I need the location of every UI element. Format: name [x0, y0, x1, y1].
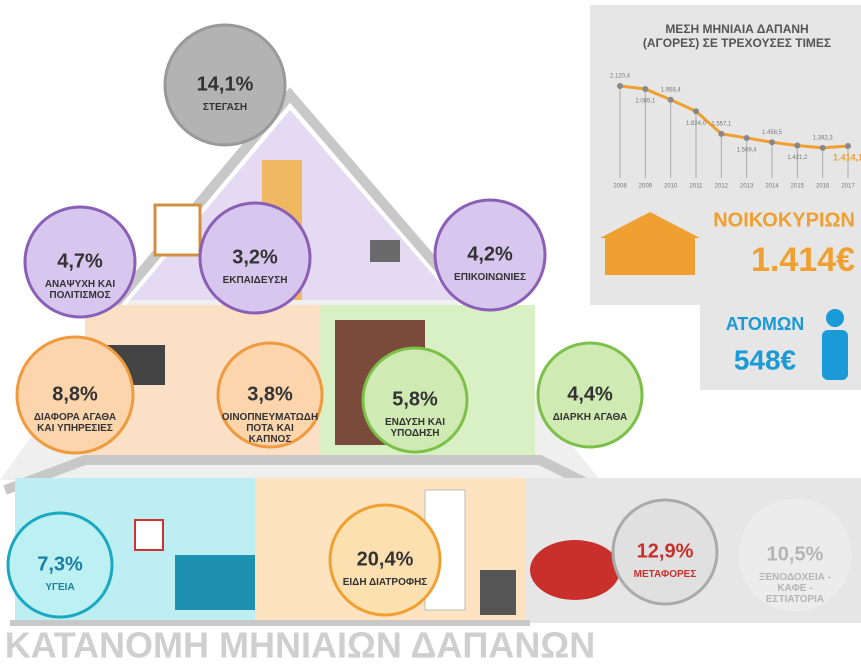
- category-value: 3,2%: [232, 246, 278, 268]
- category-label: ΕΙΔΗ ΔΙΑΤΡΟΦΗΣ: [343, 577, 428, 588]
- category-value: 12,9%: [637, 540, 694, 562]
- point: [617, 83, 623, 89]
- category-value: 4,2%: [467, 243, 513, 265]
- category-value: 4,7%: [57, 250, 103, 272]
- data-label: 1.458,5: [762, 130, 783, 136]
- category-label: ΣΤΕΓΑΣΗ: [203, 102, 247, 113]
- x-tick-label: 2009: [639, 184, 653, 190]
- data-label: 1.509,4: [737, 148, 758, 154]
- household-label: ΝΟΙΚΟΚΥΡΙΩΝ: [713, 209, 855, 231]
- data-label: 1.414,1: [833, 152, 861, 162]
- bathtub: [175, 555, 255, 610]
- person-head: [826, 309, 844, 327]
- data-label: 1.392,3: [813, 135, 834, 141]
- chart-title: ΜΕΣΗ ΜΗΝΙΑΙΑ ΔΑΠΑΝΗ(ΑΓΟΡΕΣ) ΣΕ ΤΡΕΧΟΥΣΕΣ…: [643, 22, 831, 50]
- category-value: 4,4%: [567, 383, 613, 405]
- category-value: 20,4%: [357, 548, 414, 570]
- point: [794, 142, 800, 148]
- household-amount: 1.414€: [751, 241, 855, 279]
- car: [530, 540, 620, 600]
- first-aid: [135, 520, 163, 550]
- point: [718, 131, 724, 137]
- category-label: ΔΙΑΡΚΗ ΑΓΑΘΑ: [553, 412, 628, 423]
- category-value: 7,3%: [37, 553, 83, 575]
- person-amount: 548€: [734, 344, 797, 375]
- x-tick-label: 2017: [841, 184, 855, 190]
- x-tick-label: 2015: [791, 184, 805, 190]
- x-tick-label: 2012: [715, 184, 729, 190]
- person-icon: [822, 330, 848, 380]
- category-value: 14,1%: [197, 73, 254, 95]
- point: [642, 86, 648, 92]
- oven: [480, 570, 516, 615]
- data-label: 1.421,2: [787, 155, 808, 161]
- category-label: ΥΓΕΙΑ: [45, 582, 74, 593]
- point: [845, 143, 851, 149]
- x-tick-label: 2013: [740, 184, 754, 190]
- point: [693, 108, 699, 114]
- category-value: 8,8%: [52, 383, 98, 405]
- main-title: ΚΑΤΑΝΟΜΗ ΜΗΝΙΑΙΩΝ ΔΑΠΑΝΩΝ: [5, 625, 596, 666]
- data-label: 1.557,1: [711, 121, 732, 127]
- data-label: 2.120,4: [610, 74, 631, 80]
- point: [769, 139, 775, 145]
- house-icon: [605, 235, 695, 275]
- x-tick-label: 2008: [613, 184, 627, 190]
- category-value: 3,8%: [247, 383, 293, 405]
- category-value: 10,5%: [767, 543, 824, 565]
- infographic: 14,1% ΣΤΕΓΑΣΗ 4,7% ΑΝΑΨΥΧΗ ΚΑΙΠΟΛΙΤΙΣΜΟΣ 3,2…: [0, 0, 861, 670]
- data-label: 1.958,4: [661, 87, 682, 93]
- x-tick-label: 2014: [765, 184, 779, 190]
- category-label: ΕΚΠΑΙΔΕΥΣΗ: [223, 275, 288, 286]
- data-label: 2.085,1: [635, 99, 656, 105]
- person-label: ΑΤΟΜΩΝ: [726, 314, 805, 334]
- point: [744, 135, 750, 141]
- point: [820, 145, 826, 151]
- category-label: ΜΕΤΑΦΟΡΕΣ: [634, 569, 697, 580]
- x-tick-label: 2016: [816, 184, 830, 190]
- easel: [155, 205, 200, 255]
- category-label: ΕΠΙΚΟΙΝΩΝΙΕΣ: [454, 272, 526, 283]
- point: [668, 97, 674, 103]
- monitor: [370, 240, 400, 262]
- category-value: 5,8%: [392, 388, 438, 410]
- data-label: 1.824,0: [686, 121, 707, 127]
- x-tick-label: 2011: [690, 184, 704, 190]
- x-tick-label: 2010: [664, 184, 678, 190]
